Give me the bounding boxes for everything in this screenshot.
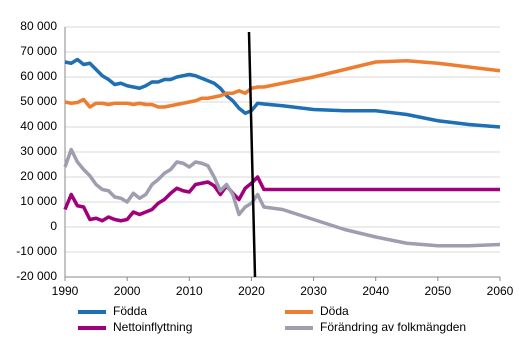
legend-label: Förändring av folkmängden <box>320 320 466 334</box>
y-tick-label: -20 000 <box>16 269 57 283</box>
x-tick-label: 2020 <box>238 284 265 298</box>
x-tick-label: 1990 <box>52 284 79 298</box>
y-tick-label: 80 000 <box>20 19 57 33</box>
series-line <box>64 59 501 109</box>
y-tick-label: 50 000 <box>20 94 57 108</box>
x-tick-label: 2050 <box>425 284 452 298</box>
x-tick-label: 2040 <box>362 284 389 298</box>
divider-line <box>247 31 257 278</box>
y-tick-label: 20 000 <box>20 169 57 183</box>
y-tick-label: 40 000 <box>20 119 57 133</box>
y-tick-label: 70 000 <box>20 44 57 58</box>
legend-label: Döda <box>320 304 349 318</box>
y-tick-label: 30 000 <box>20 144 57 158</box>
legend-label: Nettoinflyttning <box>113 320 192 334</box>
y-tick-label: 0 <box>50 219 57 233</box>
x-tick-label: 2060 <box>487 284 514 298</box>
x-tick-label: 2030 <box>300 284 327 298</box>
x-tick-label: 2000 <box>114 284 141 298</box>
legend-label: Födda <box>113 304 147 318</box>
y-tick-label: 60 000 <box>20 69 57 83</box>
series-line <box>63 147 501 248</box>
x-tick-label: 2010 <box>176 284 203 298</box>
y-tick-label: -10 000 <box>16 244 57 258</box>
y-tick-label: 10 000 <box>20 194 57 208</box>
series-line <box>63 175 500 223</box>
series-line <box>64 57 501 129</box>
